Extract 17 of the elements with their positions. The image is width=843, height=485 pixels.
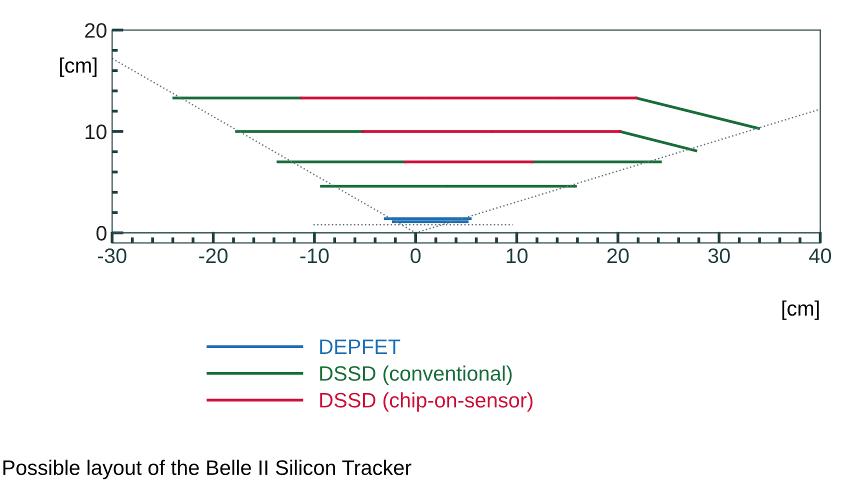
y-axis-title: [cm] <box>60 57 96 77</box>
x-axis-title: [cm] <box>782 300 819 320</box>
legend-label: DEPFET <box>320 340 400 354</box>
y-tick-label: 20 <box>85 23 106 38</box>
x-tick-label: -10 <box>300 248 329 264</box>
y-tick-label: 0 <box>96 226 106 241</box>
x-tick-label: 40 <box>809 248 832 264</box>
y-tick-label: 10 <box>86 124 106 140</box>
legend-label: DSSD (conventional) <box>320 366 512 385</box>
x-tick-label: 30 <box>708 248 730 264</box>
x-tick-label: 10 <box>506 248 528 264</box>
legend-label: DSSD (chip-on-sensor) <box>320 392 533 412</box>
text: Possible layout of the Belle II Silicon Tracker <box>3 460 412 480</box>
x-tick-label: -20 <box>199 248 228 264</box>
x-tick-label: 20 <box>607 248 629 264</box>
x-tick-label: 0 <box>410 248 421 264</box>
x-tick-label: -30 <box>98 248 126 264</box>
